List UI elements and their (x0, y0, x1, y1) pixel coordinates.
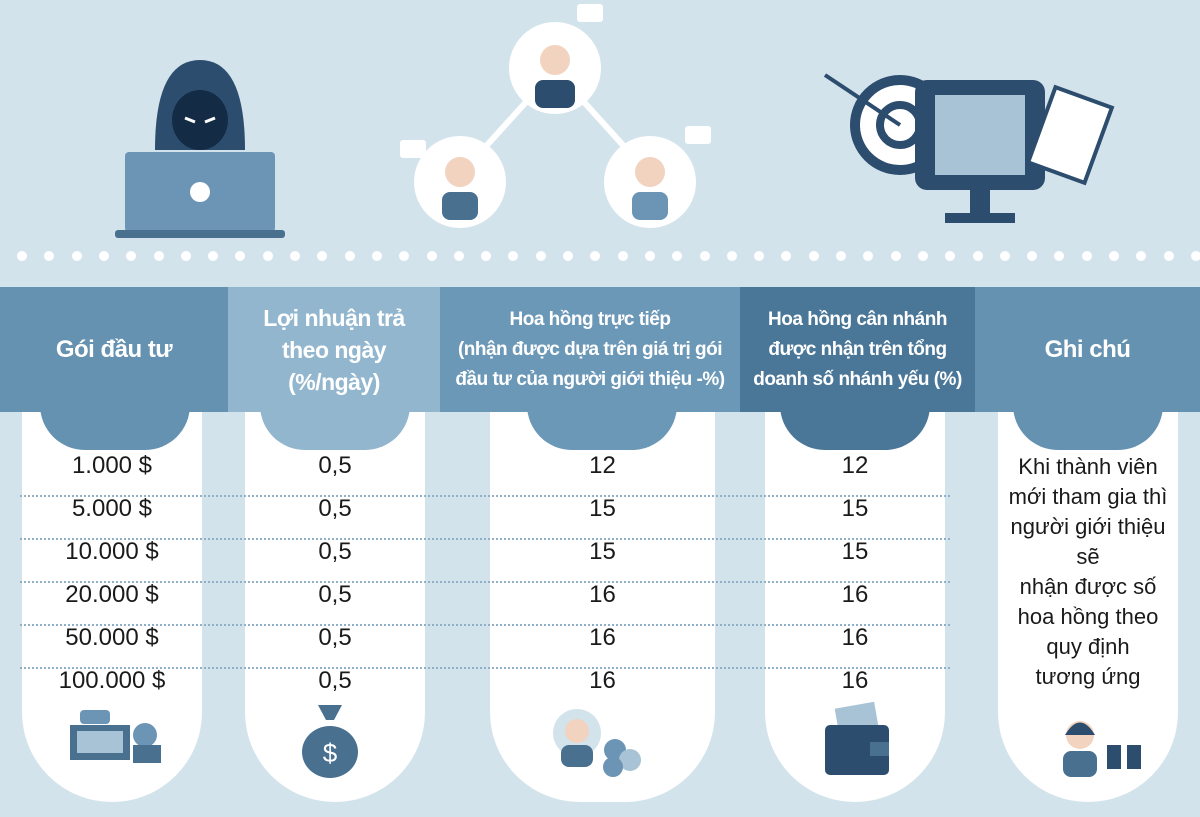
divider-dot (726, 251, 737, 261)
person-coins-icon (553, 709, 641, 777)
divider-dot (508, 251, 519, 261)
divider-dot (180, 251, 191, 261)
header-bulge (260, 405, 410, 450)
row-divider (20, 538, 950, 540)
cell-daily-profit: 0,5 (318, 667, 352, 694)
cell-package: 100.000 $ (58, 667, 166, 694)
cell-package: 20.000 $ (65, 581, 159, 608)
divider-dot (917, 251, 928, 261)
divider-dot (563, 251, 573, 261)
divider-dot (1081, 251, 1092, 261)
header-bulge (1013, 405, 1163, 450)
cell-daily-profit: 0,5 (318, 538, 352, 565)
hacker-laptop-icon (115, 60, 285, 238)
divider-dot (535, 251, 546, 261)
person-gift-icon (1063, 721, 1141, 777)
divider-dot (863, 251, 874, 261)
divider-dot (1054, 251, 1065, 261)
divider-dot (426, 251, 437, 261)
header-notes: Ghi chú (975, 287, 1200, 412)
cell-daily-profit: 0,5 (318, 452, 352, 479)
cell-daily-profit: 0,5 (318, 581, 352, 608)
cell-direct-commission: 12 (589, 452, 616, 479)
wallet-icon (825, 701, 889, 775)
divider-dot (344, 251, 355, 261)
divider-dot (1163, 251, 1174, 261)
divider-dot (126, 251, 137, 261)
divider-dot (999, 251, 1010, 261)
divider-dot (644, 251, 655, 261)
row-divider (20, 495, 950, 497)
cell-branch-commission: 16 (841, 624, 869, 651)
divider-dot (1136, 251, 1147, 261)
divider-dot (262, 251, 273, 261)
divider-dot (836, 251, 846, 261)
cell-direct-commission: 15 (589, 538, 616, 565)
note-text: Khi thành viên mới tham gia thì người giới… (1008, 454, 1168, 689)
cell-daily-profit: 0,5 (318, 495, 352, 522)
row-divider (20, 581, 950, 583)
divider-dot (153, 251, 164, 261)
referral-network-icon (400, 4, 711, 228)
divider-dot (1109, 251, 1119, 261)
cell-direct-commission: 16 (589, 624, 616, 651)
divider-dot (1027, 251, 1038, 261)
divider-dot (808, 251, 819, 261)
header-investment-package: Gói đầu tư (0, 287, 228, 412)
divider-dot (371, 251, 382, 261)
column-card (490, 412, 715, 802)
divider-dot (617, 251, 628, 261)
cell-branch-commission: 15 (841, 538, 869, 565)
divider-dot (699, 251, 710, 261)
divider-dot (44, 251, 55, 261)
divider-dot (208, 251, 219, 261)
divider-dot (453, 251, 464, 261)
cell-branch-commission: 12 (841, 452, 869, 479)
divider-dot (98, 251, 109, 261)
divider-dot (590, 251, 601, 261)
money-bag-icon: $ (302, 705, 358, 778)
divider-dot (672, 251, 683, 261)
cell-package: 50.000 $ (65, 624, 159, 651)
divider-dot (17, 251, 27, 261)
target-monitor-icon (823, 73, 1115, 223)
divider-dot (945, 251, 956, 261)
cell-branch-commission: 16 (841, 581, 869, 608)
header-direct-commission: Hoa hồng trực tiếp (nhận được dựa trên gi… (440, 287, 740, 412)
cell-direct-commission: 16 (589, 581, 616, 608)
cell-branch-commission: 16 (841, 667, 869, 694)
row-divider (20, 667, 950, 669)
divider-dot (1190, 251, 1200, 261)
cell-package: 10.000 $ (65, 538, 159, 565)
header-branch-commission: Hoa hồng cân nhánh được nhận trên tổng doa… (740, 287, 975, 412)
header-bulge (527, 405, 677, 450)
divider-dot (972, 251, 983, 261)
cell-branch-commission: 15 (841, 495, 869, 522)
cell-package: 1.000 $ (71, 452, 153, 479)
cell-package: 5.000 $ (71, 495, 153, 522)
cell-direct-commission: 16 (589, 667, 616, 694)
svg-text:$: $ (323, 738, 338, 768)
divider-dot (290, 251, 300, 261)
divider-dot (317, 251, 328, 261)
divider-dot (781, 251, 792, 261)
divider-dot (481, 251, 492, 261)
divider-dot (754, 251, 765, 261)
cell-direct-commission: 15 (589, 495, 616, 522)
row-divider (20, 624, 950, 626)
header-bulge (40, 405, 190, 450)
header-daily-profit: Lợi nhuận trả theo ngày (%/ngày) (228, 287, 440, 412)
divider-dot (71, 251, 82, 261)
divider-dot (235, 251, 246, 261)
divider-dot (399, 251, 410, 261)
header-bulge (780, 405, 930, 450)
divider-dot (890, 251, 901, 261)
money-stack-icon (70, 710, 161, 763)
cell-daily-profit: 0,5 (318, 624, 352, 651)
